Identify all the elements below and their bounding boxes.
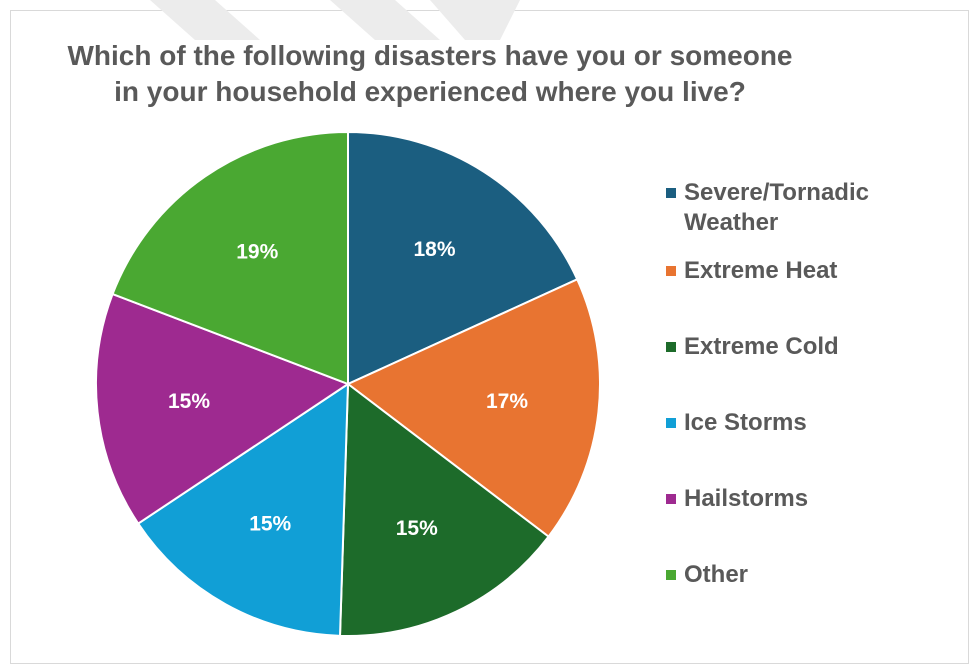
legend-swatch-extreme-heat bbox=[666, 266, 676, 276]
legend-swatch-ice-storms bbox=[666, 418, 676, 428]
legend-item-extreme-heat: Extreme Heat bbox=[666, 256, 956, 286]
legend-item-ice-storms: Ice Storms bbox=[666, 408, 956, 438]
pie-slice-ice-storms bbox=[136, 382, 350, 637]
data-label-extreme-cold: 15% bbox=[396, 517, 438, 540]
pie-slices bbox=[95, 130, 601, 637]
legend-label-other: Other bbox=[684, 561, 749, 588]
legend-label-hailstorms: Hailstorms bbox=[684, 485, 809, 512]
data-label-other: 19% bbox=[236, 241, 278, 264]
legend-item-hailstorms: Hailstorms bbox=[666, 484, 956, 514]
data-label-extreme-heat: 17% bbox=[486, 390, 528, 413]
pie-slice-other bbox=[111, 130, 349, 386]
chart-title-line-2: in your household experienced where you … bbox=[114, 76, 746, 107]
legend-swatch-other bbox=[666, 570, 676, 580]
chart-title-line-1: Which of the following disasters have yo… bbox=[67, 40, 793, 71]
legend-label-extreme-heat: Extreme Heat bbox=[684, 257, 838, 284]
legend-item-other: Other bbox=[666, 560, 956, 590]
pie-slice-extreme-cold bbox=[338, 382, 550, 637]
chart-title: Which of the following disasters have yo… bbox=[30, 38, 830, 110]
legend-swatch-extreme-cold bbox=[666, 342, 676, 352]
legend-item-extreme-cold: Extreme Cold bbox=[666, 332, 956, 362]
data-label-ice-storms: 15% bbox=[249, 512, 291, 535]
legend-label-severe-tornadic-weather: Severe/Tornadic Weather bbox=[684, 179, 869, 236]
data-label-hailstorms: 15% bbox=[168, 390, 210, 413]
legend-label-ice-storms: Ice Storms bbox=[684, 409, 807, 436]
legend-label-extreme-cold: Extreme Cold bbox=[684, 333, 839, 360]
data-label-severe-tornadic-weather: 18% bbox=[413, 238, 455, 261]
pie-slice-severe-tornadic-weather bbox=[347, 130, 579, 386]
pie-slice-extreme-heat bbox=[346, 277, 601, 539]
legend-item-severe-tornadic-weather: Severe/Tornadic Weather bbox=[666, 178, 956, 238]
pie-slice-hailstorms bbox=[95, 292, 351, 525]
legend-swatch-hailstorms bbox=[666, 494, 676, 504]
legend-swatch-severe-tornadic-weather bbox=[666, 188, 676, 198]
pie-data-labels: 18% 17% 15% 15% 15% 19% bbox=[168, 238, 528, 540]
